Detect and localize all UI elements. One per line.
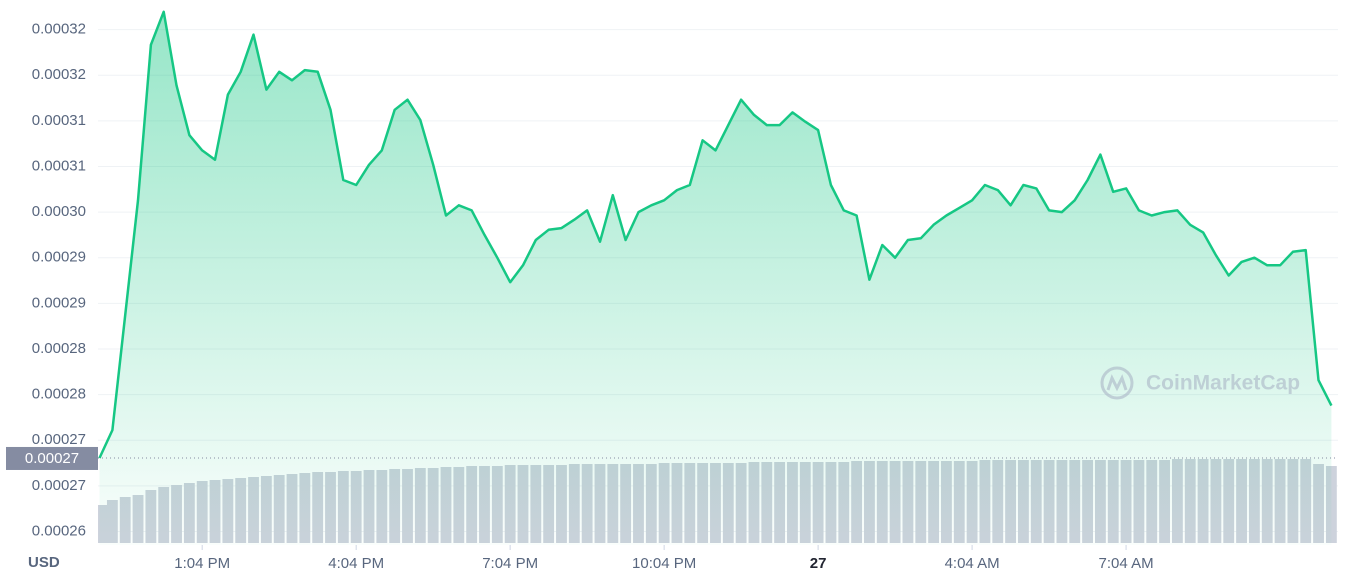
area-layer bbox=[98, 10, 1333, 546]
y-tick-label: 0.00032 bbox=[32, 21, 86, 38]
y-tick-label: 0.00027 bbox=[32, 431, 86, 448]
price-line bbox=[98, 10, 1333, 459]
y-tick-label: 0.00027 bbox=[32, 477, 86, 494]
watermark-logo-mark bbox=[1106, 374, 1128, 392]
x-tick-label: 10:04 PM bbox=[632, 555, 696, 572]
x-tick-label: 4:04 PM bbox=[328, 555, 384, 572]
y-tick-label: 0.00028 bbox=[32, 340, 86, 357]
reference-price-label: 0.00027 bbox=[25, 450, 79, 467]
y-tick-label: 0.00029 bbox=[32, 249, 86, 266]
y-tick-label: 0.00030 bbox=[32, 203, 86, 220]
y-tick-label: 0.00031 bbox=[32, 112, 86, 129]
x-tick-label: 1:04 PM bbox=[174, 555, 230, 572]
x-tick-label: 7:04 AM bbox=[1099, 555, 1154, 572]
y-tick-label: 0.00028 bbox=[32, 386, 86, 403]
y-tick-label: 0.00031 bbox=[32, 157, 86, 174]
watermark-text: CoinMarketCap bbox=[1146, 372, 1300, 395]
y-tick-label: 0.00029 bbox=[32, 294, 86, 311]
price-area bbox=[99, 11, 1332, 546]
x-tick-label: 4:04 AM bbox=[945, 555, 1000, 572]
label-layer: 0.00026 0.00027 0.00027 0.00028 0.00028 0.000… bbox=[6, 21, 1336, 572]
reference-badge bbox=[6, 446, 98, 470]
x-tick-label: 7:04 PM bbox=[482, 555, 538, 572]
x-tick-label: 27 bbox=[810, 555, 827, 572]
currency-label: USD bbox=[28, 554, 60, 571]
y-tick-label: 0.00032 bbox=[32, 66, 86, 83]
watermark: CoinMarketCap bbox=[1100, 366, 1300, 400]
y-tick-label: 0.00026 bbox=[32, 522, 86, 539]
watermark-logo bbox=[1100, 366, 1134, 400]
